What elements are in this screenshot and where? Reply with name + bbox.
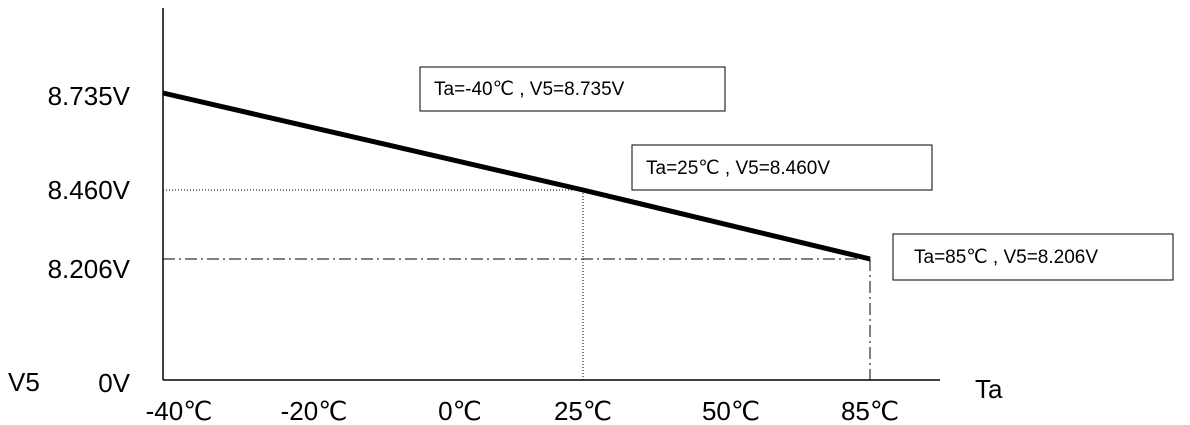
annotation-text: Ta=25℃ , V5=8.460V bbox=[646, 158, 830, 179]
annotation-box bbox=[419, 66, 726, 112]
x-tick-label: 0℃ bbox=[438, 396, 482, 425]
x-tick-label: -40℃ bbox=[146, 396, 213, 425]
annotation-box bbox=[631, 144, 933, 191]
y-tick-label: 8.460V bbox=[48, 175, 131, 205]
annotation-text: Ta=85℃ , V5=8.206V bbox=[914, 247, 1098, 268]
x-axis-title: Ta bbox=[975, 374, 1003, 404]
x-tick-label: 50℃ bbox=[702, 396, 760, 425]
x-tick-label: -20℃ bbox=[281, 396, 348, 425]
series-line bbox=[162, 90, 871, 262]
y-axis-title: V5 bbox=[8, 367, 40, 397]
x-tick-label: 25℃ bbox=[554, 396, 612, 425]
x-tick-label: 85℃ bbox=[841, 396, 899, 425]
annotation-text: Ta=-40℃ , V5=8.735V bbox=[434, 79, 625, 100]
annotation-ta-minus40: Ta=-40℃ , V5=8.735V bbox=[419, 66, 726, 112]
y-tick-label: 8.206V bbox=[48, 254, 131, 284]
y-tick-label: 0V bbox=[98, 368, 130, 398]
annotation-ta-25: Ta=25℃ , V5=8.460V bbox=[631, 144, 933, 191]
y-tick-label: 8.735V bbox=[48, 81, 131, 111]
annotation-box bbox=[892, 233, 1174, 281]
annotation-ta-85: Ta=85℃ , V5=8.206V bbox=[892, 233, 1174, 281]
